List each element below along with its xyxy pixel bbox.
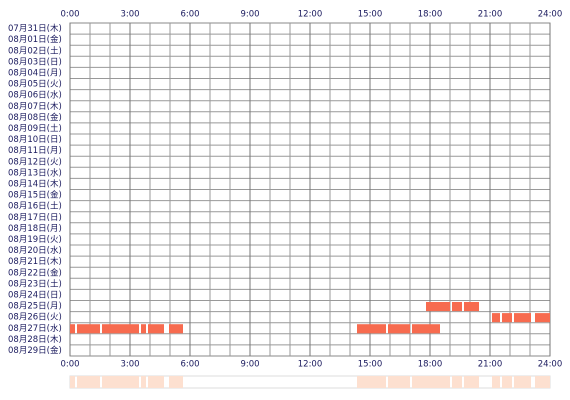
row-label: 08月20日(水) bbox=[8, 245, 62, 256]
row-label: 08月29日(金) bbox=[8, 345, 62, 356]
summary-segment bbox=[492, 376, 500, 388]
row-label: 08月01日(金) bbox=[8, 34, 62, 45]
row-label: 08月18日(月) bbox=[8, 224, 62, 234]
summary-segment bbox=[141, 376, 146, 388]
row-label: 08月21日(木) bbox=[8, 256, 62, 267]
activity-bar bbox=[464, 302, 479, 312]
summary-segment bbox=[502, 376, 512, 388]
activity-bar bbox=[426, 302, 450, 312]
x-tick-label-bottom: 15:00 bbox=[358, 360, 383, 370]
x-tick-label-bottom: 21:00 bbox=[478, 360, 503, 370]
x-tick-label-top: 15:00 bbox=[358, 10, 383, 20]
summary-segment bbox=[70, 376, 75, 388]
row-label: 08月05日(火) bbox=[8, 80, 62, 90]
x-tick-label-bottom: 12:00 bbox=[298, 360, 323, 370]
activity-bar bbox=[388, 324, 410, 334]
row-label: 08月16日(土) bbox=[8, 201, 62, 212]
summary-segment bbox=[412, 376, 440, 388]
x-tick-label-top: 0:00 bbox=[60, 10, 79, 20]
activity-bar bbox=[412, 324, 440, 334]
x-tick-label-top: 3:00 bbox=[120, 10, 139, 20]
x-tick-label-top: 12:00 bbox=[298, 10, 323, 20]
row-label: 08月28日(木) bbox=[8, 334, 62, 345]
row-label: 08月14日(木) bbox=[8, 178, 62, 189]
summary-segment bbox=[102, 376, 139, 388]
summary-segment bbox=[464, 376, 479, 388]
activity-bar bbox=[77, 324, 100, 334]
summary-segment bbox=[148, 376, 164, 388]
row-label: 08月27日(水) bbox=[8, 323, 62, 334]
summary-segment bbox=[452, 376, 462, 388]
row-label: 08月12日(火) bbox=[8, 157, 62, 167]
summary-segment bbox=[388, 376, 410, 388]
row-label: 08月22日(金) bbox=[8, 267, 62, 278]
x-tick-label-top: 18:00 bbox=[418, 10, 443, 20]
activity-bar bbox=[502, 313, 512, 323]
row-label: 08月10日(日) bbox=[8, 135, 62, 145]
row-label: 08月17日(日) bbox=[8, 213, 62, 223]
row-label: 08月06日(水) bbox=[8, 90, 62, 101]
x-tick-label-bottom: 18:00 bbox=[418, 360, 443, 370]
activity-bar bbox=[452, 302, 462, 312]
row-label: 08月09日(土) bbox=[8, 123, 62, 134]
activity-bar bbox=[148, 324, 164, 334]
x-tick-label-top: 6:00 bbox=[180, 10, 199, 20]
row-label: 08月03日(日) bbox=[8, 57, 62, 67]
row-label: 08月04日(月) bbox=[8, 68, 62, 78]
activity-bar bbox=[357, 324, 386, 334]
row-label: 08月11日(月) bbox=[8, 146, 62, 156]
x-tick-label-bottom: 3:00 bbox=[120, 360, 139, 370]
activity-bar bbox=[535, 313, 550, 323]
row-label: 08月24日(日) bbox=[8, 290, 62, 300]
row-label: 08月15日(金) bbox=[8, 190, 62, 201]
row-label: 08月19日(火) bbox=[8, 235, 62, 245]
summary-segment bbox=[169, 376, 183, 388]
activity-bar bbox=[102, 324, 139, 334]
activity-bar bbox=[141, 324, 146, 334]
x-tick-label-bottom: 24:00 bbox=[538, 360, 563, 370]
x-tick-label-bottom: 6:00 bbox=[180, 360, 199, 370]
x-tick-label-bottom: 0:00 bbox=[60, 360, 79, 370]
activity-bar bbox=[169, 324, 183, 334]
x-tick-label-top: 21:00 bbox=[478, 10, 503, 20]
row-label: 08月23日(土) bbox=[8, 278, 62, 289]
row-label: 07月31日(木) bbox=[8, 23, 62, 34]
activity-bar bbox=[70, 324, 75, 334]
summary-segment bbox=[535, 376, 550, 388]
x-tick-label-top: 9:00 bbox=[240, 10, 259, 20]
row-label: 08月08日(金) bbox=[8, 112, 62, 123]
row-label: 08月13日(水) bbox=[8, 167, 62, 178]
summary-segment bbox=[514, 376, 531, 388]
row-label: 08月26日(火) bbox=[8, 313, 62, 323]
summary-segment bbox=[357, 376, 386, 388]
row-label: 08月07日(木) bbox=[8, 101, 62, 112]
row-label: 08月25日(月) bbox=[8, 302, 62, 312]
x-tick-label-bottom: 9:00 bbox=[240, 360, 259, 370]
x-tick-label-top: 24:00 bbox=[538, 10, 563, 20]
row-label: 08月02日(土) bbox=[8, 45, 62, 56]
activity-bar bbox=[514, 313, 531, 323]
activity-bar bbox=[492, 313, 500, 323]
summary-segment bbox=[77, 376, 100, 388]
